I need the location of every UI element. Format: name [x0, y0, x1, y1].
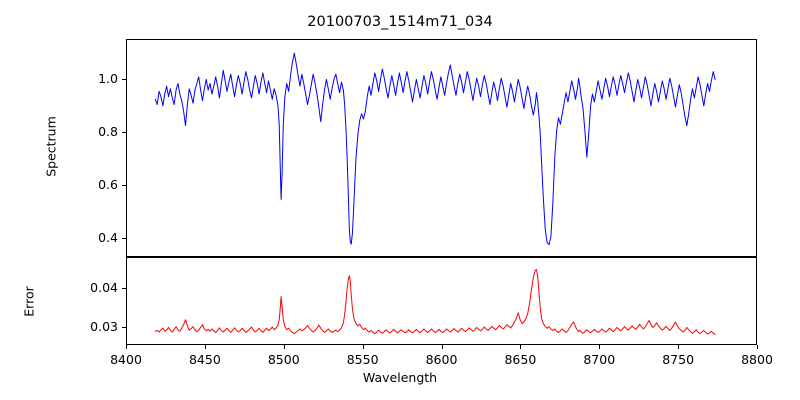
x-axis-label: Wavelength	[362, 370, 438, 385]
x-tick-mark	[126, 345, 128, 349]
error-plot-area	[127, 258, 756, 344]
x-tick-label: 8450	[188, 352, 221, 367]
error-panel	[126, 257, 757, 345]
figure-title: 20100703_1514m71_034	[307, 14, 493, 30]
y-tick-label: 0.4	[98, 230, 118, 246]
y-tick-mark	[122, 238, 126, 240]
x-tick-mark	[362, 345, 364, 349]
spectrum-plot-area	[127, 40, 756, 256]
y-tick-label: 1.0	[98, 70, 118, 86]
x-tick-mark	[757, 345, 759, 349]
x-tick-label: 8700	[583, 352, 616, 367]
x-tick-label: 8800	[741, 352, 773, 367]
x-tick-mark	[204, 345, 206, 349]
spectrum-y-axis-label: Spectrum	[43, 116, 59, 177]
x-tick-label: 8400	[110, 352, 142, 367]
x-tick-label: 8550	[346, 352, 379, 367]
y-tick-mark	[122, 327, 126, 329]
spectrum-trace	[155, 53, 715, 245]
y-tick-label: 0.8	[98, 124, 118, 140]
x-tick-mark	[599, 345, 601, 349]
x-tick-mark	[441, 345, 443, 349]
error-trace	[155, 270, 715, 335]
x-tick-label: 8500	[267, 352, 300, 367]
x-tick-label: 8750	[662, 352, 695, 367]
y-tick-mark	[122, 287, 126, 289]
y-tick-mark	[122, 132, 126, 134]
spectrum-panel	[126, 39, 757, 257]
error-y-axis-label: Error	[21, 286, 37, 317]
x-tick-mark	[520, 345, 522, 349]
x-tick-label: 8650	[504, 352, 537, 367]
x-tick-mark	[283, 345, 285, 349]
y-tick-label: 0.6	[98, 177, 118, 193]
y-tick-mark	[122, 185, 126, 187]
y-tick-label: 0.03	[90, 319, 118, 335]
y-tick-mark	[122, 78, 126, 80]
x-tick-label: 8600	[425, 352, 458, 367]
y-tick-label: 0.04	[90, 279, 118, 295]
x-tick-mark	[678, 345, 680, 349]
